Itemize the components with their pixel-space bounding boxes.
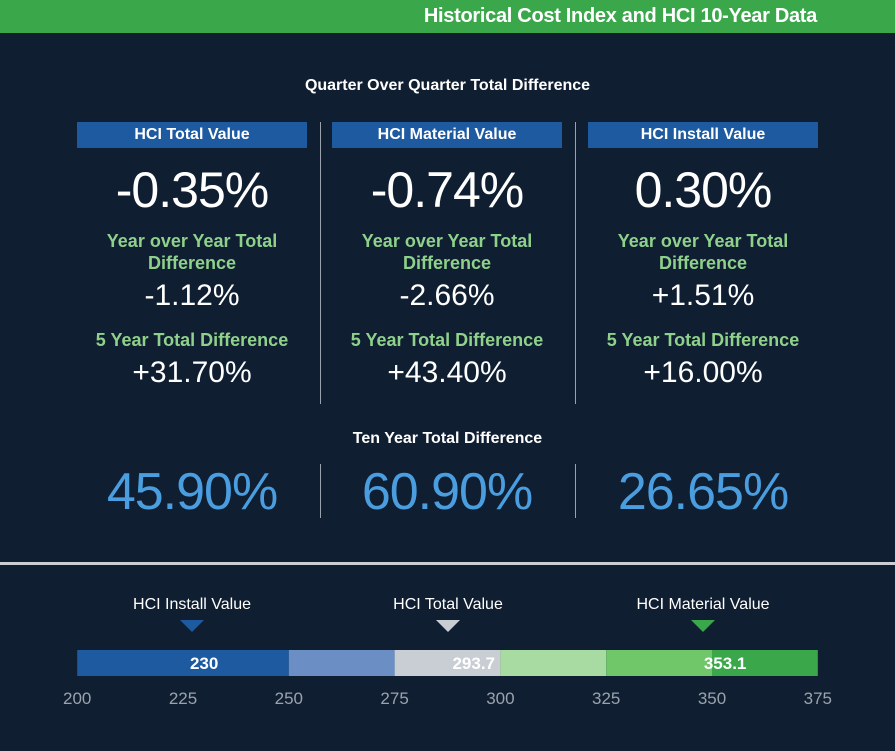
marker-pointer-total xyxy=(436,620,460,632)
qoq-value-material: -0.74% xyxy=(370,162,524,218)
tick-label: 200 xyxy=(63,689,91,708)
column-divider xyxy=(320,122,321,404)
yoy-label-install: Year over Year Total Difference xyxy=(617,231,789,273)
yoy-value-total: -1.12% xyxy=(144,279,240,312)
marker-label-install: HCI Install Value xyxy=(133,596,251,613)
five-year-value-total: +31.70% xyxy=(132,356,252,389)
marker-label-material: HCI Material Value xyxy=(636,596,770,613)
scale-segment xyxy=(77,650,289,676)
five-year-value-install: +16.00% xyxy=(643,356,763,389)
ten-year-value-install: 26.65% xyxy=(617,463,789,521)
scale-segment xyxy=(394,650,501,676)
tick-label: 350 xyxy=(698,689,726,708)
marker-pointer-install xyxy=(180,620,204,632)
yoy-value-material: -2.66% xyxy=(399,279,495,312)
scale-segment xyxy=(712,650,818,676)
tick-label: 300 xyxy=(486,689,514,708)
hci-scale-chart: 200 225 250 275 300 325 350 375 230 293.7 353.1 xyxy=(63,650,832,708)
tick-label: 225 xyxy=(169,689,197,708)
column-material: HCI Material Value -0.74% Year over Year… xyxy=(332,122,562,390)
column-divider xyxy=(575,122,576,404)
five-year-label-install: 5 Year Total Difference xyxy=(606,330,800,350)
scale-segment xyxy=(288,650,395,676)
yoy-label-material: Year over Year Total Difference xyxy=(361,231,533,273)
marker-value-label: 353.1 xyxy=(704,654,747,673)
yoy-label-total: Year over Year Total Difference xyxy=(106,231,278,273)
marker-value-label: 230 xyxy=(190,654,218,673)
yoy-value-install: +1.51% xyxy=(651,279,755,312)
tick-label: 250 xyxy=(275,689,303,708)
ten-year-divider xyxy=(320,464,321,518)
five-year-label-total: 5 Year Total Difference xyxy=(95,330,289,350)
qoq-value-total: -0.35% xyxy=(115,162,269,218)
tick-label: 275 xyxy=(380,689,408,708)
qoq-value-install: 0.30% xyxy=(634,162,773,218)
section-divider xyxy=(0,562,895,565)
tick-label: 375 xyxy=(804,689,832,708)
five-year-value-material: +43.40% xyxy=(387,356,507,389)
marker-value-label: 293.7 xyxy=(452,654,495,673)
ten-year-divider xyxy=(575,464,576,518)
marker-label-total: HCI Total Value xyxy=(393,596,503,613)
column-total: HCI Total Value -0.35% Year over Year To… xyxy=(77,122,307,390)
header-banner: Historical Cost Index and HCI 10-Year Da… xyxy=(0,0,895,33)
scale-segment xyxy=(606,650,712,676)
five-year-label-material: 5 Year Total Difference xyxy=(350,330,544,350)
scale-segment xyxy=(500,650,607,676)
ten-year-value-total: 45.90% xyxy=(106,463,278,521)
column-header-material: HCI Material Value xyxy=(332,122,562,148)
column-header-install: HCI Install Value xyxy=(588,122,818,148)
tick-label: 325 xyxy=(592,689,620,708)
column-install: HCI Install Value 0.30% Year over Year T… xyxy=(588,122,818,390)
ten-year-title: Ten Year Total Difference xyxy=(352,430,543,447)
marker-pointer-material xyxy=(691,620,715,632)
column-header-total: HCI Total Value xyxy=(77,122,307,148)
page-title: Historical Cost Index and HCI 10-Year Da… xyxy=(423,5,817,27)
qoq-title: Quarter Over Quarter Total Difference xyxy=(304,77,591,94)
ten-year-value-material: 60.90% xyxy=(361,463,533,521)
